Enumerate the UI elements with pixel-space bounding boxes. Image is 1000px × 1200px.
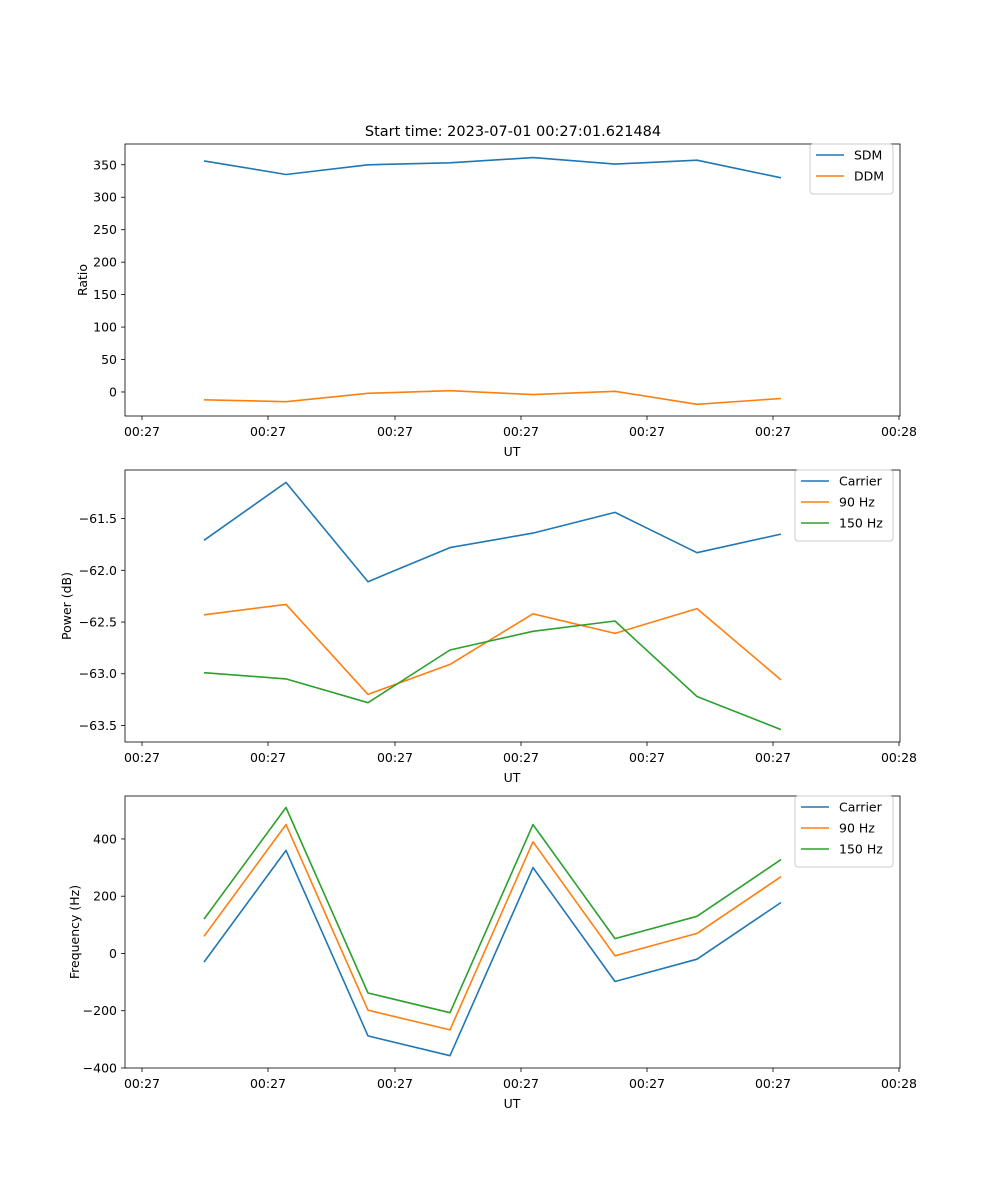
power-panel: 00:27 00:27 00:27 00:27 00:27 00:27 00:28 UT −63… [59,469,917,785]
y-tick-label: 200 [93,255,117,270]
series-line-carrier [203,481,782,583]
x-axis-label: UT [504,1096,521,1111]
series-line-90-hz [203,603,782,696]
x-tick-label: 00:27 [629,1076,665,1091]
x-axis-label: UT [504,444,521,459]
y-tick-label: 150 [93,287,117,302]
y-tick-label: 100 [93,320,117,335]
y-tick-label: −62.0 [79,563,117,578]
legend-label: 90 Hz [839,821,875,836]
x-tick-label: 00:28 [881,424,917,439]
y-tick-label: 0 [109,384,117,399]
series-line-carrier [203,849,782,1057]
plot-frame [124,795,901,1069]
x-tick-label: 00:27 [377,1076,413,1091]
x-tick-label: 00:27 [124,424,160,439]
series-line-sdm [203,156,782,179]
x-tick-label: 00:27 [124,750,160,765]
x-tick-label: 00:27 [377,424,413,439]
y-tick-label: 400 [93,831,117,846]
x-tick-label: 00:27 [250,750,286,765]
series-line-90-hz [203,823,782,1031]
x-tick-label: 00:27 [250,424,286,439]
plot-frame [124,143,901,417]
x-tick-label: 00:27 [377,750,413,765]
legend-label: 90 Hz [839,495,875,510]
legend-label: 150 Hz [839,516,883,531]
ratio-panel: 00:27 00:27 00:27 00:27 00:27 00:27 00:28 UT 0 50… [75,143,917,459]
y-tick-label: 50 [101,352,117,367]
x-axis-label: UT [504,770,521,785]
x-tick-label: 00:27 [503,424,539,439]
y-tick-label: 0 [109,946,117,961]
y-tick-label: −63.5 [79,718,117,733]
x-tick-label: 00:27 [629,424,665,439]
x-tick-label: 00:28 [881,1076,917,1091]
x-tick-label: 00:28 [881,750,917,765]
x-tick-label: 00:27 [503,1076,539,1091]
y-tick-label: −62.5 [79,615,117,630]
legend [809,143,894,195]
x-tick-label: 00:27 [503,750,539,765]
legend-label: Carrier [839,800,883,815]
y-tick-label: −63.0 [79,666,117,681]
series-line-150-hz [203,620,782,731]
series-line-150-hz [203,806,782,1014]
chart-title: Start time: 2023-07-01 00:27:01.621484 [365,124,661,140]
y-tick-label: 250 [93,222,117,237]
x-tick-label: 00:27 [250,1076,286,1091]
plot-frame [124,469,901,743]
x-tick-label: 00:27 [755,1076,791,1091]
x-tick-label: 00:27 [755,750,791,765]
legend-label: SDM [854,148,882,163]
x-tick-label: 00:27 [124,1076,160,1091]
x-tick-label: 00:27 [629,750,665,765]
y-axis-label: Frequency (Hz) [67,885,82,979]
y-tick-label: −200 [83,1003,117,1018]
series-line-ddm [203,389,782,406]
y-tick-label: 300 [93,190,117,205]
y-axis-label: Ratio [75,264,90,296]
y-axis-label: Power (dB) [59,572,74,640]
legend-label: DDM [854,169,884,184]
frequency-panel: 00:27 00:27 00:27 00:27 00:27 00:27 00:28 UT −40… [67,795,917,1111]
x-tick-label: 00:27 [755,424,791,439]
y-tick-label: −61.5 [79,511,117,526]
y-tick-label: 350 [93,157,117,172]
legend-label: 150 Hz [839,842,883,857]
y-tick-label: −400 [83,1061,117,1076]
legend-label: Carrier [839,474,883,489]
y-tick-label: 200 [93,889,117,904]
